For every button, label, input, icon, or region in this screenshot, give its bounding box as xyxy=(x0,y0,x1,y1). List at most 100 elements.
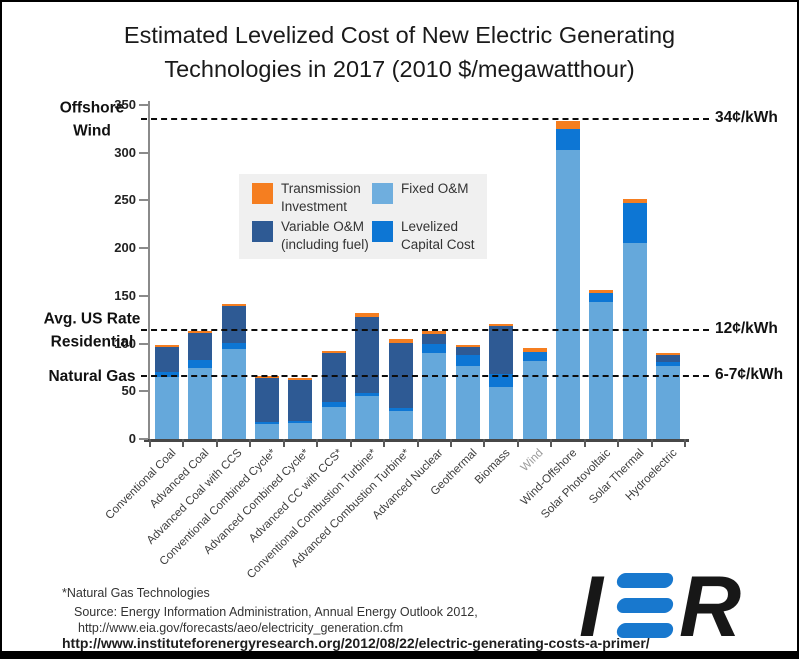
y-axis-tick xyxy=(139,390,148,393)
bar-segment-transmission-investment xyxy=(321,351,346,354)
bar-segment-variable-o-m-including-fuel xyxy=(656,355,681,363)
footnote-source: Source: Energy Information Administratio… xyxy=(74,605,478,619)
reference-line xyxy=(141,329,709,332)
x-axis-tick xyxy=(349,439,352,447)
reference-line xyxy=(141,118,709,121)
bar-segment-levelized-capital-cost xyxy=(622,203,647,244)
x-axis-tick xyxy=(215,439,218,447)
y-axis-tick xyxy=(139,438,148,440)
reference-right-label: 6-7¢/kWh xyxy=(715,366,784,384)
bar-segment-fixed-o-m xyxy=(589,301,614,439)
bar-segment-fixed-o-m xyxy=(422,353,447,439)
bar-segment-variable-o-m-including-fuel xyxy=(288,379,313,421)
bar-segment-transmission-investment xyxy=(589,289,614,294)
y-axis-tick xyxy=(139,342,148,345)
bar-segment-transmission-investment xyxy=(622,198,647,204)
bar-segment-fixed-o-m xyxy=(255,423,280,439)
bar-segment-levelized-capital-cost xyxy=(355,392,380,397)
bar-segment-fixed-o-m xyxy=(555,150,580,439)
x-axis-tick xyxy=(583,439,586,447)
bar-segment-transmission-investment xyxy=(221,304,246,307)
y-axis-line xyxy=(148,101,150,440)
bar-segment-transmission-investment xyxy=(522,347,547,353)
y-axis-tick-label: 300 xyxy=(114,144,136,160)
reference-line xyxy=(141,375,709,378)
bar-segment-transmission-investment xyxy=(489,324,514,327)
bar-segment-fixed-o-m xyxy=(522,361,547,439)
bar-segment-fixed-o-m xyxy=(355,396,380,439)
y-axis-tick xyxy=(139,247,148,250)
reference-left-label: Natural Gas xyxy=(48,367,136,385)
bar-segment-variable-o-m-including-fuel xyxy=(188,332,213,361)
x-axis-tick xyxy=(483,439,486,447)
x-axis-tick xyxy=(182,439,185,447)
bar-segment-levelized-capital-cost xyxy=(288,420,313,423)
bar-segment-variable-o-m-including-fuel xyxy=(455,345,480,356)
page-bottom-border xyxy=(2,651,797,657)
reference-right-label: 12¢/kWh xyxy=(715,320,778,338)
bar-segment-transmission-investment xyxy=(355,312,380,318)
x-axis-tick xyxy=(684,439,686,447)
legend-swatch-0 xyxy=(252,183,273,204)
bar-segment-variable-o-m-including-fuel xyxy=(255,376,280,422)
y-axis-tick xyxy=(139,151,148,154)
bar-segment-levelized-capital-cost xyxy=(188,360,213,368)
bar-segment-levelized-capital-cost xyxy=(221,342,246,350)
bar-segment-fixed-o-m xyxy=(489,386,514,439)
x-axis-label: Wind xyxy=(519,447,547,475)
reference-right-label: 34¢/kWh xyxy=(715,109,778,127)
bar-segment-fixed-o-m xyxy=(455,366,480,439)
x-axis-tick xyxy=(449,439,452,447)
x-axis-tick xyxy=(316,439,319,447)
bar-segment-fixed-o-m xyxy=(188,367,213,439)
chart-title-line1: Estimated Levelized Cost of New Electric… xyxy=(123,22,676,48)
x-axis-tick xyxy=(149,439,151,447)
bar-segment-levelized-capital-cost xyxy=(154,372,179,377)
bar-segment-transmission-investment xyxy=(288,378,313,381)
bar-segment-transmission-investment xyxy=(656,353,681,356)
chart-title: Estimated Levelized Cost of New Electric… xyxy=(2,18,797,86)
bar-segment-variable-o-m-including-fuel xyxy=(221,306,246,343)
article-url: http://www.instituteforenergyresearch.or… xyxy=(62,635,650,651)
y-axis-tick xyxy=(139,199,148,202)
bar-segment-fixed-o-m xyxy=(321,406,346,439)
x-axis-tick xyxy=(516,439,519,447)
y-axis-tick-label: 100 xyxy=(114,335,136,351)
bar-segment-transmission-investment xyxy=(455,344,480,347)
legend-swatch-1 xyxy=(372,183,393,204)
x-axis-tick xyxy=(416,439,419,447)
bar-segment-levelized-capital-cost xyxy=(489,374,514,387)
x-axis-tick xyxy=(383,439,386,447)
bar-segment-transmission-investment xyxy=(422,331,447,334)
y-axis-tick xyxy=(139,294,148,297)
bar-segment-levelized-capital-cost xyxy=(422,343,447,354)
bar-segment-variable-o-m-including-fuel xyxy=(489,326,514,375)
x-axis-tick xyxy=(550,439,553,447)
bar-segment-fixed-o-m xyxy=(656,365,681,439)
bar-segment-fixed-o-m xyxy=(154,376,179,439)
legend-label-2: Variable O&M (including fuel) xyxy=(281,219,369,252)
chart-legend: Transmission Investment Fixed O&M Variable … xyxy=(239,174,487,259)
bar-segment-transmission-investment xyxy=(555,121,580,130)
bar-segment-transmission-investment xyxy=(388,339,413,344)
bar-segment-fixed-o-m xyxy=(622,243,647,439)
x-axis-tick xyxy=(617,439,620,447)
bar-segment-levelized-capital-cost xyxy=(388,407,413,411)
bar-segment-fixed-o-m xyxy=(388,410,413,439)
bar-segment-variable-o-m-including-fuel xyxy=(422,333,447,344)
x-axis-label: Advanced Coal xyxy=(148,447,212,511)
bar-segment-levelized-capital-cost xyxy=(455,355,480,367)
y-axis-tick-label: 350 xyxy=(114,97,136,112)
reference-left-label: Offshore Wind xyxy=(59,99,125,140)
bar-segment-levelized-capital-cost xyxy=(255,421,280,424)
x-axis-tick xyxy=(249,439,252,447)
ier-logo-e-bar-bottom xyxy=(614,623,676,638)
bar-segment-variable-o-m-including-fuel xyxy=(321,352,346,403)
ier-logo-e-bar-middle xyxy=(614,598,676,613)
x-axis-label: Biomass xyxy=(472,447,513,487)
bar-segment-levelized-capital-cost xyxy=(656,362,681,366)
chart-title-line2: Technologies in 2017 (2010 $/megawatthou… xyxy=(164,56,635,83)
ier-logo: I R xyxy=(579,564,764,650)
bar-segment-levelized-capital-cost xyxy=(589,293,614,302)
